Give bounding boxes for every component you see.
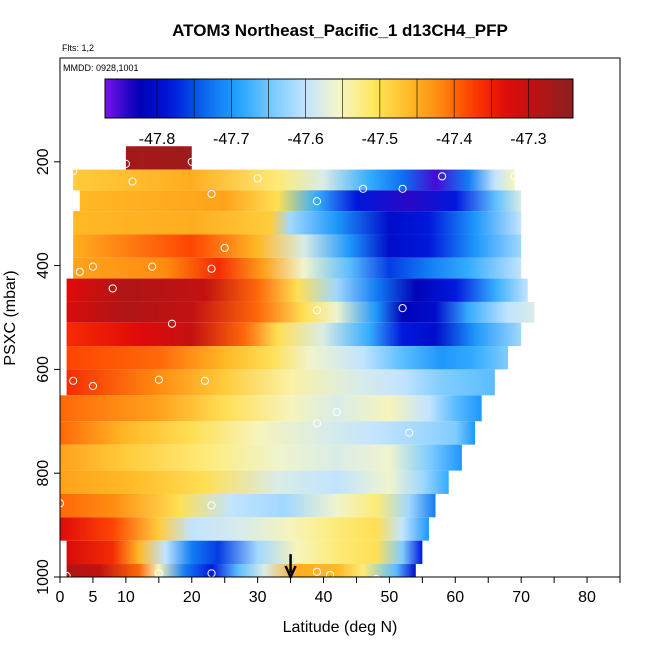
colorbar-tick-label: -47.7: [213, 131, 250, 148]
sample-point: [326, 570, 335, 577]
sample-point: [121, 159, 130, 168]
sample-point: [332, 407, 341, 417]
x-tick-label: 0: [56, 589, 65, 606]
sample-point: [154, 375, 163, 384]
x-axis: 0 5 10 20 30 40 50 60 70 80: [56, 576, 621, 606]
sample-point: [510, 172, 519, 181]
heatmap-band: [73, 234, 522, 258]
heatmap-band: [79, 190, 522, 212]
heatmap-band: [60, 470, 449, 494]
heatmap-band: [60, 421, 476, 445]
sample-point: [167, 319, 177, 328]
heatmap-band: [66, 278, 528, 302]
sample-point: [128, 177, 137, 186]
x-tick-label: 30: [249, 589, 267, 606]
heatmap-band: [66, 564, 416, 577]
heatmap-band: [73, 211, 522, 235]
sample-point: [148, 262, 157, 271]
colorbar-tick-label: -47.3: [510, 131, 547, 148]
sample-point: [88, 262, 98, 271]
sample-point: [207, 264, 216, 273]
colorbar: -47.8 -47.7 -47.6 -47.5 -47.4 -47.3: [104, 78, 574, 148]
sample-point: [253, 174, 262, 183]
heatmap-band: [73, 257, 522, 279]
sample-point: [312, 419, 322, 428]
sample-point: [312, 197, 322, 206]
sample-point: [75, 267, 84, 276]
heatmap-band: [60, 517, 429, 541]
sample-point: [207, 501, 216, 510]
y-tick-label: 800: [35, 460, 52, 487]
heatmap-band: [66, 322, 522, 347]
heatmap-bands: [60, 146, 535, 577]
y-tick-label: 400: [35, 252, 52, 279]
heatmap-band: [66, 301, 535, 323]
x-tick-label: 80: [578, 589, 596, 606]
sample-point: [88, 381, 98, 391]
sample-point: [69, 167, 78, 176]
date-annotation: MMDD: 0928,1001: [63, 63, 139, 73]
x-tick-label: 5: [88, 589, 97, 606]
sample-point: [312, 306, 322, 315]
sample-point: [398, 184, 407, 193]
flights-annotation: Flts: 1,2: [62, 43, 94, 53]
colorbar-tick-label: -47.6: [287, 131, 324, 148]
x-tick-label: 10: [117, 589, 135, 606]
sample-point: [200, 376, 210, 385]
sample-point: [312, 567, 322, 576]
y-tick-label: 1000: [35, 559, 52, 595]
x-tick-label: 50: [381, 589, 399, 606]
sample-point: [207, 189, 216, 199]
y-axis-label: PSXC (mbar): [2, 270, 19, 365]
y-tick-label: 200: [35, 148, 52, 175]
sample-point: [220, 243, 229, 253]
heatmap-band: [60, 444, 462, 471]
x-tick-label: 70: [512, 589, 530, 606]
heatmap-band: [60, 493, 436, 518]
heatmap-band: [66, 369, 495, 396]
colorbar-fill: [105, 79, 573, 118]
colorbar-tick-label: -47.4: [436, 131, 473, 148]
sample-point: [358, 184, 368, 193]
sample-point: [398, 304, 407, 313]
heatmap-band: [125, 146, 192, 170]
heatmap-band: [73, 169, 515, 191]
sample-point: [438, 172, 447, 181]
heatmap-band: [60, 395, 482, 422]
sample-point: [405, 428, 414, 437]
colorbar-tick-label: -47.8: [139, 131, 176, 148]
y-axis: 200 400 600 800 1000: [35, 58, 61, 595]
heatmap-band: [66, 540, 423, 565]
chart-title: ATOM3 Northeast_Pacific_1 d13CH4_PFP: [172, 21, 508, 40]
sample-point: [108, 284, 117, 293]
sample-point: [372, 574, 380, 577]
sample-point: [62, 571, 71, 577]
colorbar-tick-label: -47.5: [362, 131, 399, 148]
x-tick-label: 40: [315, 589, 333, 606]
y-tick-label: 600: [35, 356, 52, 383]
x-axis-label: Latitude (deg N): [283, 619, 398, 636]
x-tick-label: 20: [183, 589, 201, 606]
x-tick-label: 60: [446, 589, 464, 606]
sample-point: [187, 157, 196, 166]
heatmap-band: [66, 346, 509, 370]
sample-markers: [60, 157, 519, 577]
colorbar-frame: [104, 78, 574, 119]
sample-point: [69, 376, 78, 385]
